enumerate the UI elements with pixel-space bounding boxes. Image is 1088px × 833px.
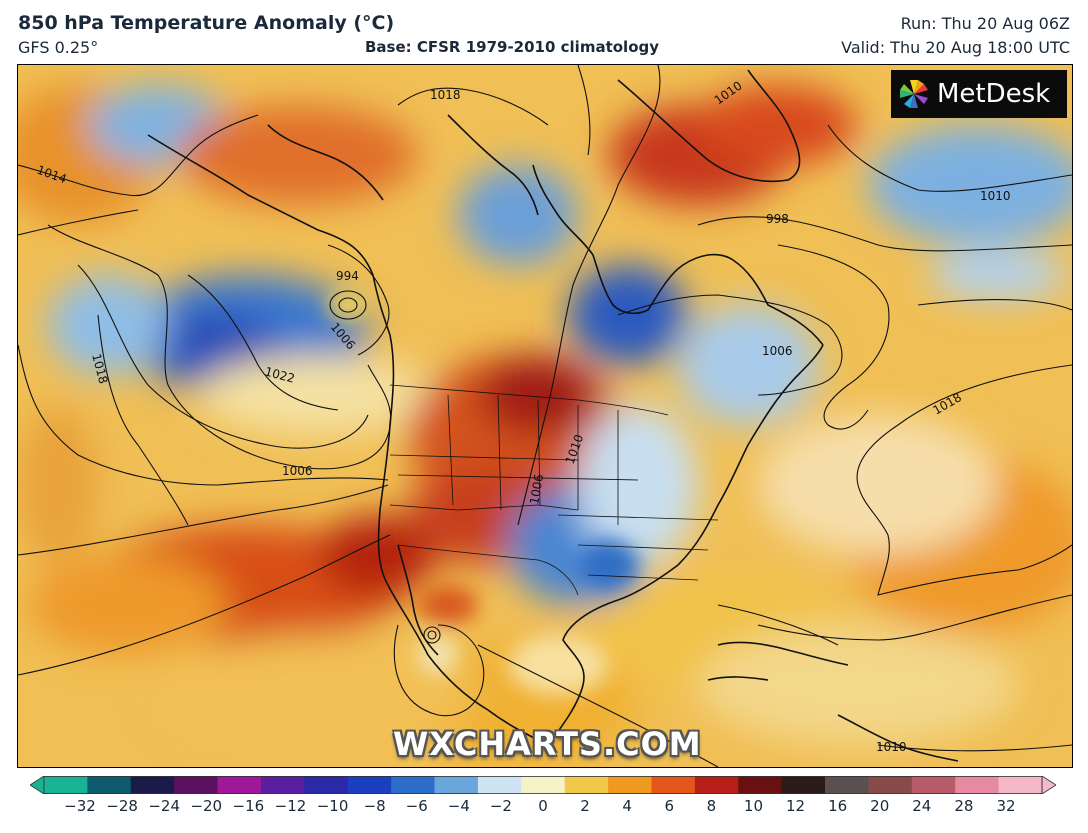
colorbar-ticks: −32 −28 −24 −20 −16 −12 −10 −8 −6 −4 −2 0 2 4 6 8 10 12 16… <box>0 797 1088 821</box>
colorbar-segment <box>304 776 349 794</box>
colorbar-tick-label: 10 <box>743 797 763 815</box>
colorbar-segment <box>260 776 305 794</box>
isobar-label: 994 <box>336 269 359 283</box>
colorbar-segment <box>825 776 870 794</box>
colorbar <box>30 776 1056 794</box>
colorbar-segment <box>911 776 956 794</box>
colorbar-segment <box>521 776 566 794</box>
colorbar-segment <box>608 776 653 794</box>
colorbar-tick-label: 8 <box>706 797 717 815</box>
metdesk-pinwheel-icon <box>900 80 928 108</box>
isobars <box>18 65 1072 767</box>
colorbar-tick-label: −6 <box>405 797 428 815</box>
colorbar-tick-label: 32 <box>996 797 1016 815</box>
colorbar-tick-label: −2 <box>489 797 512 815</box>
anomaly-field-detail <box>328 290 638 695</box>
chart-title: 850 hPa Temperature Anomaly (°C) <box>18 12 395 34</box>
colorbar-tick-label: 4 <box>622 797 632 815</box>
colorbar-tick-label: 0 <box>538 797 548 815</box>
colorbar-segment <box>955 776 1000 794</box>
isobar-label: 1006 <box>527 473 546 506</box>
colorbar-tick-label: −24 <box>148 797 180 815</box>
colorbar-segment <box>781 776 826 794</box>
colorbar-tick-label: −4 <box>447 797 470 815</box>
colorbar-segment <box>651 776 696 794</box>
colorbar-segment <box>694 776 739 794</box>
colorbar-segment <box>738 776 783 794</box>
colorbar-segment <box>174 776 219 794</box>
colorbar-segment <box>130 776 175 794</box>
colorbar-tick-label: −12 <box>274 797 307 815</box>
isobar-label: 1018 <box>430 88 461 102</box>
colorbar-tick-label: 2 <box>580 797 590 815</box>
isobar-label: 1010 <box>876 740 907 754</box>
colorbar-tick-label: −32 <box>64 797 96 815</box>
isobar-label: 1006 <box>762 344 793 358</box>
colorbar-tick-label: −20 <box>190 797 223 815</box>
colorbar-tick-label: 16 <box>828 797 848 815</box>
isobar-label: 998 <box>766 212 789 226</box>
colorbar-segment <box>347 776 392 794</box>
metdesk-logo: MetDesk <box>891 70 1067 118</box>
colorbar-segment <box>44 776 88 794</box>
colorbar-segment <box>391 776 436 794</box>
watermark: WXCHARTS.COM <box>393 725 702 763</box>
colorbar-tick-label: 28 <box>954 797 974 815</box>
base-label: Base: CFSR 1979-2010 climatology <box>365 38 660 56</box>
colorbar-segment <box>87 776 132 794</box>
colorbar-tick-label: 6 <box>664 797 675 815</box>
colorbar-tick-label: −8 <box>363 797 386 815</box>
colorbar-segment <box>217 776 262 794</box>
colorbar-tick-label: −16 <box>232 797 265 815</box>
colorbar-right-arrow <box>1041 776 1056 794</box>
colorbar-left-arrow <box>30 776 45 794</box>
colorbar-tick-label: −28 <box>106 797 138 815</box>
colorbar-tick-label: 24 <box>912 797 932 815</box>
colorbar-segment <box>477 776 522 794</box>
colorbar-tick-label: 12 <box>785 797 806 815</box>
logo-text: MetDesk <box>937 79 1051 109</box>
isobar-label: 1006 <box>282 464 313 478</box>
model-label: GFS 0.25° <box>18 38 99 57</box>
colorbar-segment <box>564 776 609 794</box>
colorbar-tick-label: −10 <box>316 797 349 815</box>
colorbar-segment <box>868 776 913 794</box>
anomaly-field <box>18 85 1072 765</box>
colorbar-segments <box>30 776 1056 794</box>
isobar-label: 1010 <box>980 189 1011 203</box>
borders <box>389 384 719 596</box>
colorbar-segment <box>434 776 479 794</box>
run-label: Run: Thu 20 Aug 06Z <box>900 14 1070 33</box>
anomaly-map: 1014 1018 1010 1010 998 994 1006 1022 10… <box>17 64 1073 768</box>
colorbar-outline <box>43 776 1043 794</box>
colorbar-tick-label: 20 <box>870 797 890 815</box>
valid-label: Valid: Thu 20 Aug 18:00 UTC <box>841 38 1070 57</box>
map-canvas: 1014 1018 1010 1010 998 994 1006 1022 10… <box>18 65 1072 767</box>
colorbar-segment <box>998 776 1043 794</box>
